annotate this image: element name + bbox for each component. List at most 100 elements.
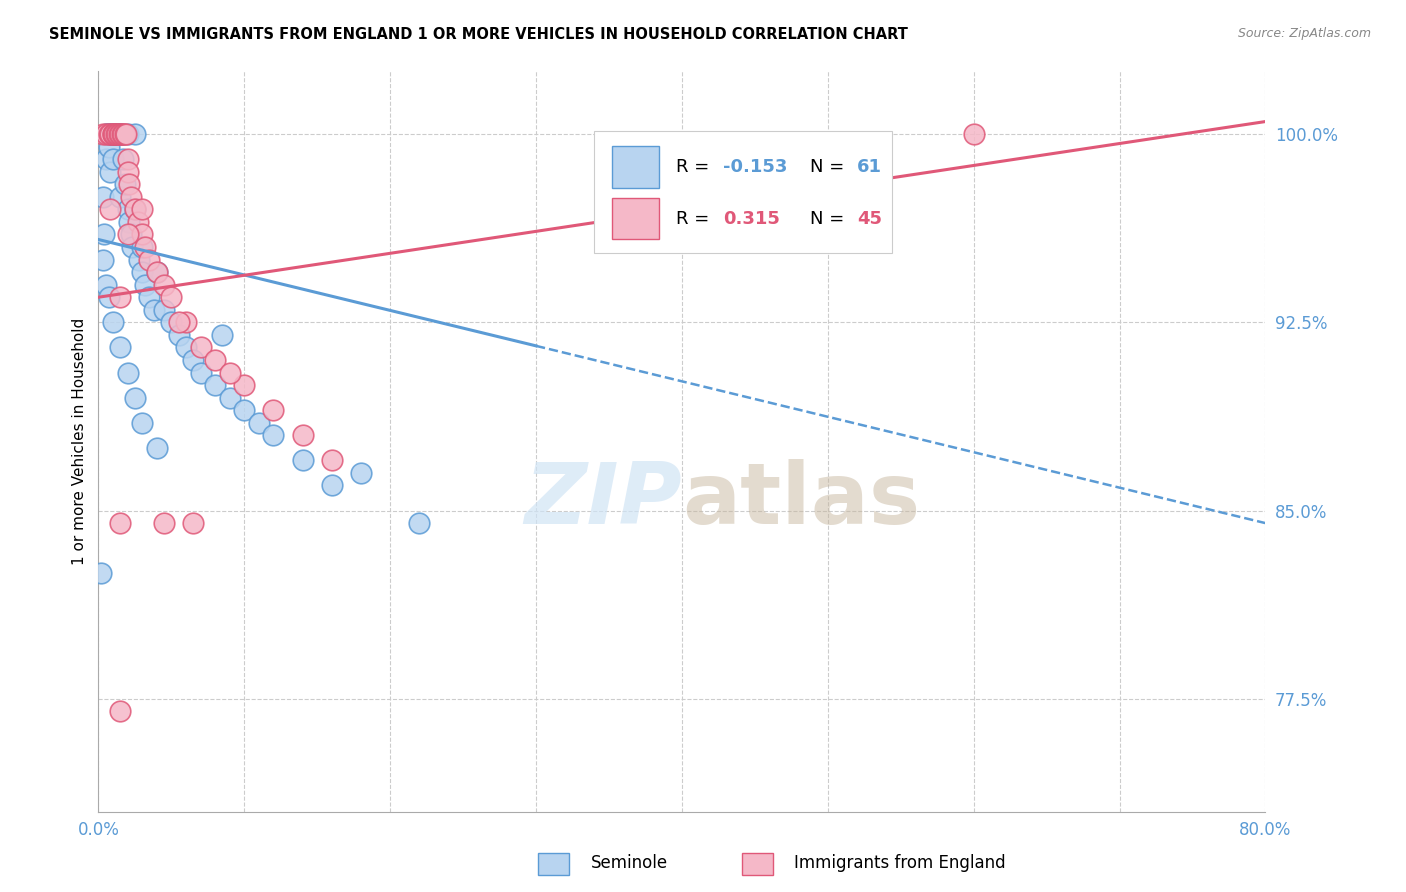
Point [111,127,134,141]
Point [291,428,314,442]
Point [104,127,127,141]
Point [110,704,132,718]
Point [117,165,139,179]
Text: Seminole: Seminole [591,855,668,872]
Point [100,127,122,141]
Point [190,340,212,354]
Point [321,478,343,492]
Point [131,227,153,242]
Point [142,302,165,317]
Point [115,127,138,141]
Text: -0.153: -0.153 [723,158,787,176]
Point [127,215,149,229]
Point [138,290,160,304]
Point [174,315,197,329]
Point [117,202,139,217]
Text: R =: R = [676,158,716,176]
Point [131,240,153,254]
Point [98,127,121,141]
Point [94,127,117,141]
Point [94,277,117,292]
Point [181,353,204,368]
Point [97,290,120,304]
Text: R =: R = [676,210,716,227]
Point [101,127,124,141]
Point [98,202,121,217]
Text: ZIP: ZIP [524,459,682,542]
Point [90,566,112,581]
Point [93,227,115,242]
Point [131,416,153,430]
Point [105,127,128,141]
Point [291,453,314,467]
Text: Source: ZipAtlas.com: Source: ZipAtlas.com [1237,27,1371,40]
Text: 61: 61 [858,158,882,176]
Point [218,391,240,405]
Point [131,202,153,217]
Point [110,190,132,204]
Point [211,327,233,342]
Point [247,416,270,430]
Text: 0.315: 0.315 [723,210,780,227]
Bar [612,146,658,188]
Point [114,127,136,141]
Point [91,127,114,141]
Point [108,127,131,141]
Point [110,340,132,354]
Point [263,428,285,442]
Point [121,240,143,254]
Point [91,190,114,204]
Point [218,366,240,380]
Point [131,265,153,279]
Point [124,202,146,217]
Point [111,127,134,141]
FancyBboxPatch shape [595,130,891,252]
Point [97,127,120,141]
Point [190,366,212,380]
Point [105,127,128,141]
Point [160,290,183,304]
Point [146,265,169,279]
Point [98,165,121,179]
Text: 45: 45 [858,210,882,227]
Point [94,127,117,141]
Point [350,466,373,480]
Point [118,178,141,192]
Point [110,290,132,304]
Text: N =: N = [810,210,851,227]
Point [120,190,142,204]
Point [98,127,121,141]
Point [167,327,190,342]
Point [124,127,146,141]
Point [117,227,139,242]
Point [167,315,190,329]
Point [118,215,141,229]
Point [96,127,118,141]
Point [112,127,135,141]
Point [101,315,124,329]
Point [117,127,139,141]
Point [128,252,150,267]
Point [408,516,430,530]
Point [153,277,176,292]
Point [153,516,176,530]
Point [94,152,117,166]
Point [263,403,285,417]
Point [91,252,114,267]
Bar [612,198,658,239]
Point [103,127,125,141]
Point [181,516,204,530]
Point [101,127,124,141]
Point [110,127,132,141]
Point [112,152,135,166]
Y-axis label: 1 or more Vehicles in Household: 1 or more Vehicles in Household [72,318,87,566]
Point [120,227,142,242]
Point [153,302,176,317]
Point [233,378,256,392]
Point [110,516,132,530]
Point [117,366,139,380]
Point [233,403,256,417]
Point [146,265,169,279]
Point [962,127,984,141]
Point [204,353,226,368]
